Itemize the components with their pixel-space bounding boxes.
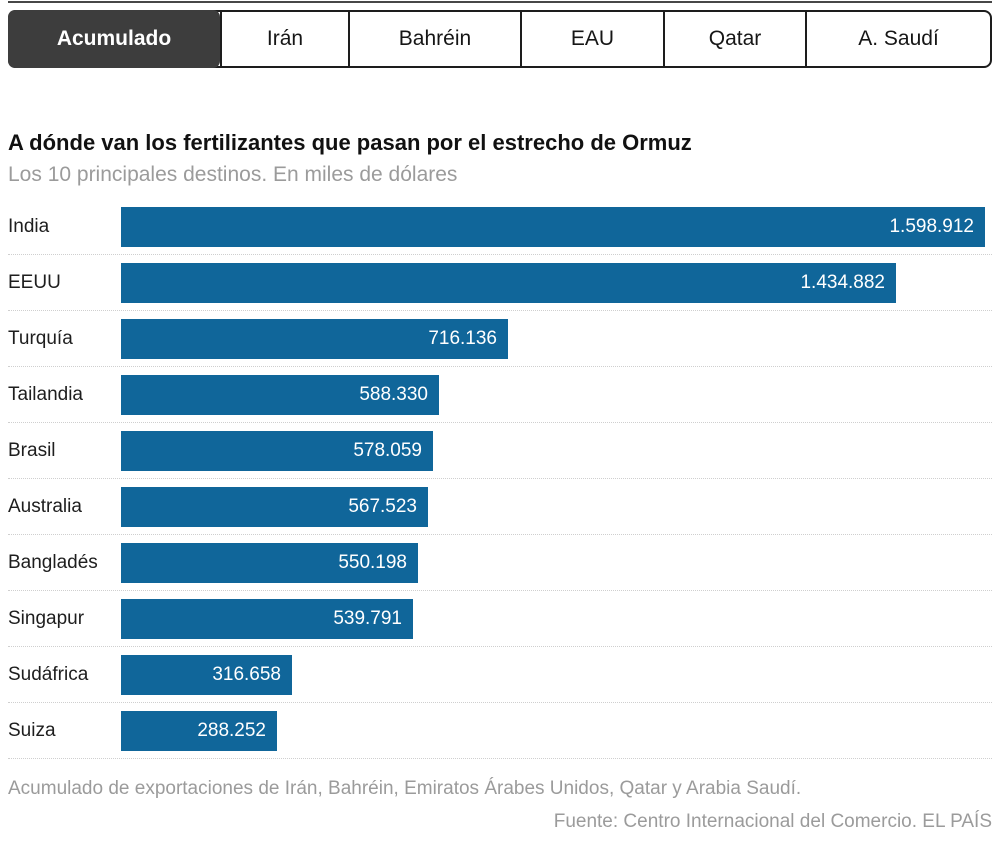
bar-label: Australia	[8, 495, 82, 517]
bar-value-label: 1.598.912	[889, 215, 974, 237]
bar-chart: India 1.598.912 EEUU 1.434.882 Turquía 716.13…	[8, 199, 992, 760]
bar: 316.658	[121, 654, 292, 695]
tab-a-saudi[interactable]: A. Saudí	[805, 12, 990, 66]
bar-label: Tailandia	[8, 383, 83, 405]
bar-value-label: 1.434.882	[800, 271, 885, 293]
bar-track: 550.198	[121, 542, 992, 583]
bar: 716.136	[121, 318, 508, 359]
bar-track: 588.330	[121, 374, 992, 415]
bar: 288.252	[121, 710, 277, 751]
bar-value-label: 578.059	[353, 439, 422, 461]
bar: 1.434.882	[121, 262, 896, 303]
bar: 1.598.912	[121, 206, 985, 247]
bar-row-banglades: Bangladés 550.198	[8, 535, 992, 592]
footer-note: Acumulado de exportaciones de Irán, Bahr…	[8, 778, 802, 800]
bar-value-label: 288.252	[197, 719, 266, 741]
bar-row-india: India 1.598.912	[8, 199, 992, 256]
bar-row-australia: Australia 567.523	[8, 479, 992, 536]
bar-label: Singapur	[8, 607, 85, 629]
tab-iran[interactable]: Irán	[220, 12, 348, 66]
bar-track: 567.523	[121, 486, 992, 527]
bar-track: 1.598.912	[121, 206, 992, 247]
bar-label: Suiza	[8, 719, 56, 741]
tab-eau[interactable]: EAU	[520, 12, 663, 66]
bar-value-label: 716.136	[428, 327, 497, 349]
bar-label: Turquía	[8, 327, 73, 349]
bar-row-suiza: Suiza 288.252	[8, 703, 992, 760]
bar-value-label: 539.791	[333, 607, 402, 629]
bar-label: Brasil	[8, 439, 56, 461]
bar-track: 716.136	[121, 318, 992, 359]
bar-row-turquia: Turquía 716.136	[8, 311, 992, 368]
bar-track: 578.059	[121, 430, 992, 471]
bar-value-label: 550.198	[338, 551, 407, 573]
bar-row-singapur: Singapur 539.791	[8, 591, 992, 648]
tab-qatar[interactable]: Qatar	[663, 12, 805, 66]
bar-value-label: 588.330	[359, 383, 428, 405]
bar-track: 316.658	[121, 654, 992, 695]
bar-row-brasil: Brasil 578.059	[8, 423, 992, 480]
chart-title: A dónde van los fertilizantes que pasan …	[8, 130, 692, 155]
tab-acumulado[interactable]: Acumulado	[8, 10, 220, 68]
bar-row-eeuu: EEUU 1.434.882	[8, 255, 992, 312]
bar-label: EEUU	[8, 271, 61, 293]
bar-label: Bangladés	[8, 551, 98, 573]
tab-bahrein[interactable]: Bahréin	[348, 12, 520, 66]
bar-label: India	[8, 215, 50, 237]
bar-label: Sudáfrica	[8, 663, 89, 685]
bar-value-label: 567.523	[348, 495, 417, 517]
bar-track: 288.252	[121, 710, 992, 751]
bar: 550.198	[121, 542, 418, 583]
footer: Acumulado de exportaciones de Irán, Bahr…	[8, 778, 992, 833]
bar: 539.791	[121, 598, 413, 639]
top-rule	[8, 1, 992, 3]
chart-subtitle: Los 10 principales destinos. En miles de…	[8, 163, 458, 187]
bar-track: 1.434.882	[121, 262, 992, 303]
bar: 588.330	[121, 374, 439, 415]
bar-track: 539.791	[121, 598, 992, 639]
tab-bar: Acumulado Irán Bahréin EAU Qatar A. Saudí	[8, 10, 992, 68]
bar: 578.059	[121, 430, 433, 471]
source-credit: Fuente: Centro Internacional del Comerci…	[553, 811, 992, 833]
bar-row-tailandia: Tailandia 588.330	[8, 367, 992, 424]
bar: 567.523	[121, 486, 428, 527]
bar-row-sudafrica: Sudáfrica 316.658	[8, 647, 992, 704]
bar-value-label: 316.658	[212, 663, 281, 685]
